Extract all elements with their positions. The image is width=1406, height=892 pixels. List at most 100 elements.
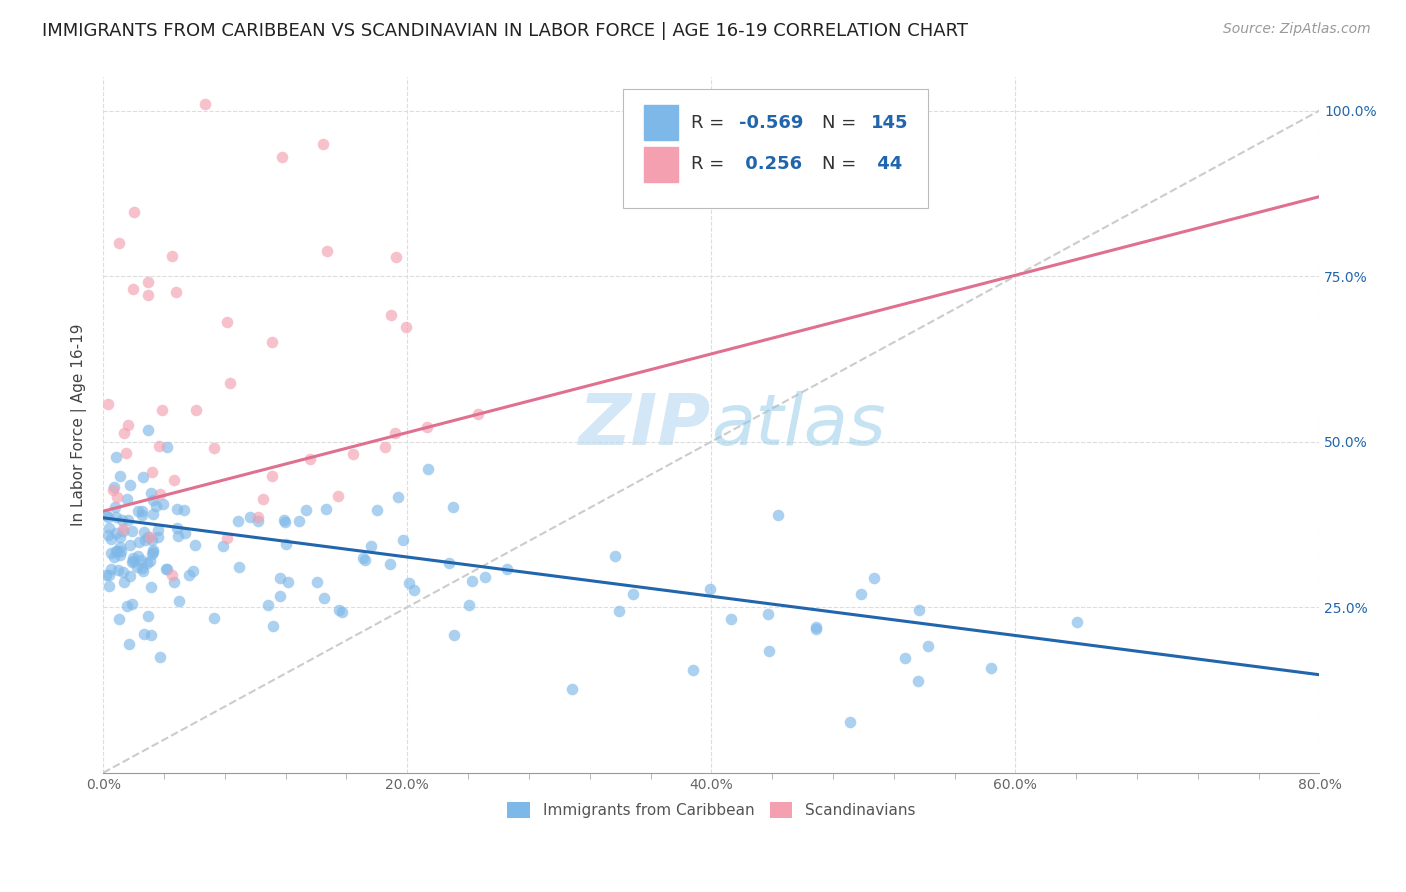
Point — [107, 612, 129, 626]
Point — [134, 627, 156, 641]
Point — [217, 315, 239, 329]
Point — [395, 320, 418, 334]
Point — [121, 524, 143, 539]
Point — [561, 682, 583, 697]
Point — [273, 513, 295, 527]
Point — [398, 576, 420, 591]
Point — [270, 150, 292, 164]
Point — [127, 549, 149, 563]
Point — [893, 650, 915, 665]
Point — [219, 376, 242, 390]
Point — [162, 249, 184, 263]
Point — [174, 525, 197, 540]
Point — [609, 604, 631, 618]
Point — [269, 571, 291, 585]
Point — [121, 598, 143, 612]
Point — [839, 715, 862, 730]
Point — [129, 553, 152, 567]
Point — [392, 533, 415, 548]
Point — [132, 564, 155, 578]
Text: 44: 44 — [870, 155, 901, 173]
Point — [295, 503, 318, 517]
Point — [269, 589, 291, 603]
Point — [132, 525, 155, 540]
Point — [103, 549, 125, 564]
Point — [115, 446, 138, 460]
Point — [117, 513, 139, 527]
Point — [298, 452, 321, 467]
Point — [756, 607, 779, 621]
Point — [131, 504, 153, 518]
Point — [387, 490, 409, 504]
Point — [152, 497, 174, 511]
Point — [228, 560, 250, 574]
Point — [135, 556, 157, 570]
Point — [108, 530, 131, 544]
Point — [460, 574, 482, 588]
Point — [142, 507, 165, 521]
Point — [104, 510, 127, 524]
Point — [605, 549, 627, 563]
Point — [139, 628, 162, 642]
Point — [134, 533, 156, 547]
Point — [699, 582, 721, 597]
Point — [316, 244, 339, 258]
Point — [118, 538, 141, 552]
Point — [274, 515, 297, 529]
Point — [457, 598, 479, 612]
Point — [118, 568, 141, 582]
Point — [907, 674, 929, 689]
Point — [149, 650, 172, 665]
Point — [138, 530, 160, 544]
Point — [138, 530, 160, 544]
Point — [112, 566, 135, 580]
Point — [202, 442, 225, 456]
Point — [108, 235, 131, 250]
Point — [495, 561, 517, 575]
Point — [97, 521, 120, 535]
Point — [262, 618, 284, 632]
FancyBboxPatch shape — [623, 89, 928, 208]
Point — [917, 639, 939, 653]
Point — [100, 562, 122, 576]
Point — [118, 478, 141, 492]
Point — [149, 487, 172, 501]
Point — [141, 465, 163, 479]
Point — [274, 537, 297, 551]
Point — [416, 419, 439, 434]
Point — [121, 554, 143, 568]
Point — [247, 509, 270, 524]
Y-axis label: In Labor Force | Age 16-19: In Labor Force | Age 16-19 — [72, 324, 87, 526]
Point — [121, 550, 143, 565]
Point — [108, 469, 131, 483]
Point — [96, 508, 118, 522]
Point — [112, 575, 135, 590]
Point — [160, 568, 183, 582]
Point — [179, 567, 201, 582]
Point — [142, 542, 165, 557]
Point — [97, 510, 120, 524]
Point — [139, 486, 162, 500]
Point — [105, 543, 128, 558]
Point — [139, 554, 162, 568]
Point — [181, 564, 204, 578]
Point — [288, 514, 311, 528]
Point — [97, 397, 120, 411]
Point — [165, 285, 187, 299]
Point — [166, 520, 188, 534]
Point — [145, 499, 167, 513]
Point — [315, 501, 337, 516]
Point — [166, 502, 188, 516]
Point — [173, 503, 195, 517]
Point — [141, 533, 163, 547]
Point — [155, 440, 177, 454]
Point — [720, 612, 742, 626]
Point — [184, 403, 207, 417]
Point — [314, 591, 336, 606]
Point — [111, 522, 134, 536]
Point — [127, 504, 149, 518]
Text: -0.569: -0.569 — [740, 113, 804, 132]
Point — [136, 609, 159, 624]
Point — [121, 555, 143, 569]
Point — [437, 557, 460, 571]
